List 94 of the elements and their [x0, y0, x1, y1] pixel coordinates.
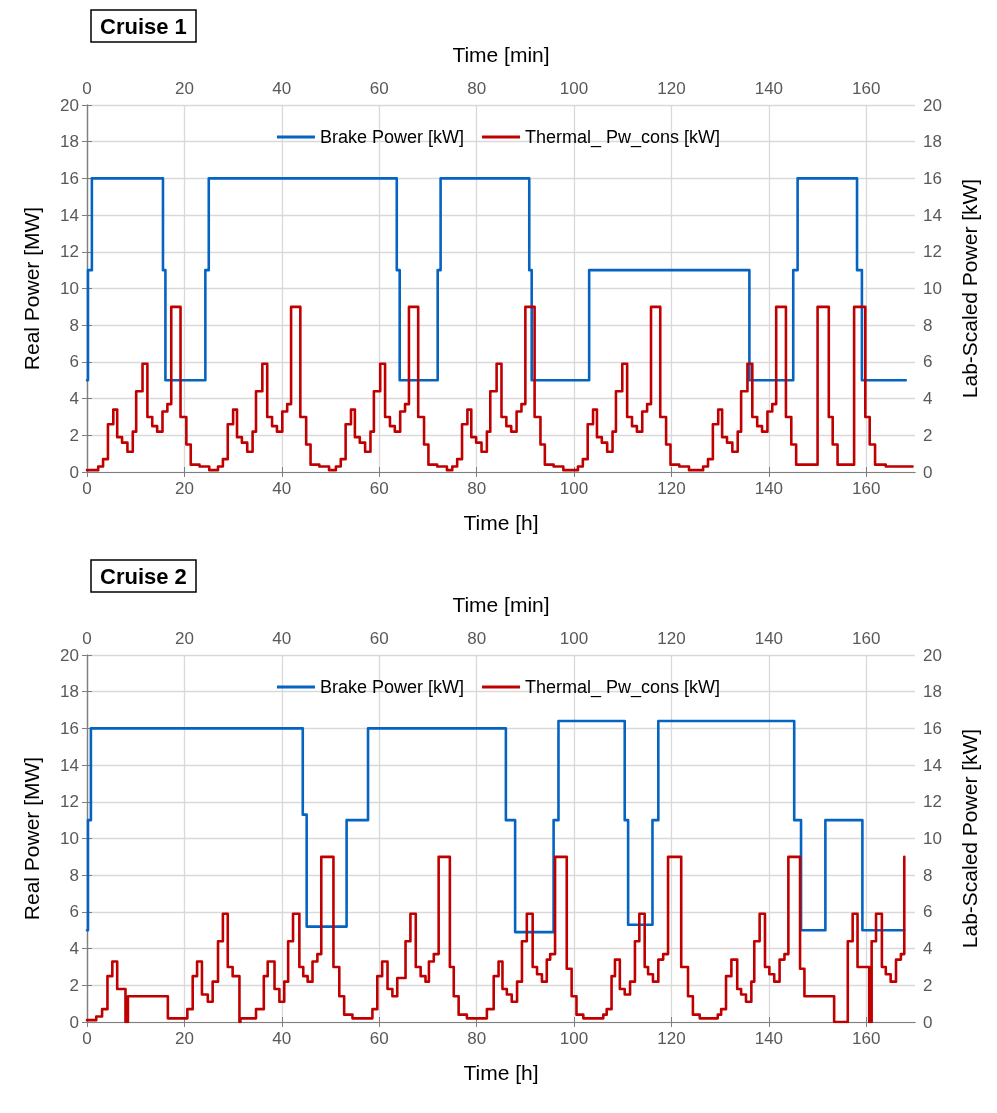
y-tick-label: 8 [69, 865, 79, 885]
y2-tick-label: 14 [923, 755, 942, 775]
legend-label: Thermal_ Pw_cons [kW] [524, 677, 721, 698]
y-tick-label: 16 [60, 718, 79, 738]
y2-tick-label: 0 [923, 1012, 933, 1032]
legend-label: Thermal_ Pw_cons [kW] [524, 127, 721, 148]
x2-tick-label: 120 [657, 79, 686, 98]
x-tick-label: 60 [369, 479, 389, 498]
y-tick-label: 4 [69, 939, 79, 959]
x2-tick-label: 140 [754, 79, 784, 98]
y-tick-label: 14 [60, 205, 79, 225]
x-tick-label: 100 [559, 479, 589, 498]
x-tick-label: 80 [467, 479, 487, 498]
x-tick-label: 80 [467, 1029, 487, 1048]
x2-tick-label: 80 [467, 629, 487, 648]
y2-tick-label: 0 [923, 462, 933, 482]
y-tick-label: 4 [69, 389, 79, 409]
y-tick-label: 10 [60, 829, 79, 848]
y2-tick-label: 12 [923, 792, 942, 812]
y2-tick-label: 16 [923, 718, 942, 738]
y2-tick-label: 18 [923, 682, 942, 702]
y-axis-title: Real Power [MW] [20, 206, 43, 371]
y2-tick-label: 10 [923, 279, 942, 298]
x2-tick-label: 60 [369, 629, 389, 648]
y2-tick-label: 16 [923, 168, 942, 188]
x-tick-label: 20 [174, 1029, 194, 1048]
x-tick-label: 20 [174, 479, 194, 498]
y-tick-label: 14 [60, 755, 79, 775]
x-axis-title: Time [h] [463, 511, 539, 534]
x-tick-label: 140 [754, 479, 784, 498]
y-tick-label: 20 [60, 95, 79, 115]
x-tick-label: 100 [559, 1029, 589, 1048]
y-tick-label: 10 [60, 279, 79, 298]
y2-tick-label: 8 [923, 865, 933, 885]
x2-tick-label: 40 [272, 79, 292, 98]
x-tick-label: 60 [369, 1029, 389, 1048]
y2-tick-label: 20 [923, 95, 942, 115]
y-tick-label: 18 [60, 132, 79, 152]
x-tick-label: 120 [657, 479, 686, 498]
y-tick-label: 2 [69, 975, 79, 995]
y2-tick-label: 6 [923, 902, 933, 922]
x-tick-label: 40 [272, 479, 292, 498]
x2-tick-label: 160 [852, 629, 881, 648]
x-tick-label: 0 [82, 1029, 92, 1048]
y2-axis-title: Lab-Scaled Power [kW] [958, 728, 981, 949]
y2-tick-label: 6 [923, 352, 933, 372]
x2-tick-label: 20 [174, 79, 194, 98]
x-tick-label: 160 [852, 479, 881, 498]
x2-tick-label: 40 [272, 629, 292, 648]
x2-tick-label: 100 [559, 79, 589, 98]
y2-tick-label: 18 [923, 132, 942, 152]
y2-tick-label: 10 [923, 829, 942, 848]
x-tick-label: 40 [272, 1029, 292, 1048]
x2-tick-label: 140 [754, 629, 784, 648]
y-tick-label: 6 [69, 352, 79, 372]
y2-tick-label: 4 [923, 939, 933, 959]
legend-label: Brake Power [kW] [319, 127, 464, 147]
y-tick-label: 0 [69, 1012, 79, 1032]
y-tick-label: 12 [60, 792, 79, 812]
y-tick-label: 0 [69, 462, 79, 482]
y2-tick-label: 2 [923, 425, 933, 445]
y2-tick-label: 20 [923, 645, 942, 665]
y-tick-label: 6 [69, 902, 79, 922]
y-tick-label: 20 [60, 645, 79, 665]
x2-tick-label: 60 [369, 79, 389, 98]
y-tick-label: 8 [69, 315, 79, 335]
x-axis-title: Time [h] [463, 1061, 539, 1084]
x2-tick-label: 0 [82, 79, 92, 98]
y-tick-label: 16 [60, 168, 79, 188]
x-tick-label: 140 [754, 1029, 784, 1048]
x2-axis-title: Time [min] [452, 593, 550, 616]
y-tick-label: 12 [60, 242, 79, 262]
x2-tick-label: 100 [559, 629, 589, 648]
x2-tick-label: 160 [852, 79, 881, 98]
y-tick-label: 2 [69, 425, 79, 445]
x2-tick-label: 20 [174, 629, 194, 648]
chart-title: Cruise 2 [100, 563, 187, 589]
y2-tick-label: 8 [923, 315, 933, 335]
x-tick-label: 160 [852, 1029, 881, 1048]
x2-axis-title: Time [min] [452, 43, 550, 66]
x2-tick-label: 80 [467, 79, 487, 98]
x2-tick-label: 0 [82, 629, 92, 648]
y2-tick-label: 4 [923, 389, 933, 409]
y-tick-label: 18 [60, 682, 79, 702]
y-axis-title: Real Power [MW] [20, 756, 43, 921]
y2-tick-label: 12 [923, 242, 942, 262]
x-tick-label: 0 [82, 479, 92, 498]
y2-axis-title: Lab-Scaled Power [kW] [958, 178, 981, 399]
legend-label: Brake Power [kW] [319, 677, 464, 697]
y2-tick-label: 2 [923, 975, 933, 995]
x2-tick-label: 120 [657, 629, 686, 648]
x-tick-label: 120 [657, 1029, 686, 1048]
y2-tick-label: 14 [923, 205, 942, 225]
chart-title: Cruise 1 [100, 13, 187, 39]
